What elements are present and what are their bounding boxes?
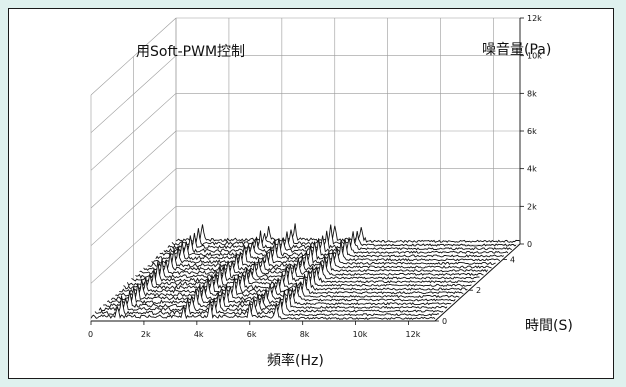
spectrum-slice <box>90 299 436 320</box>
chart-panel: 0 2k 4k 6k 8k 10k 12k 0 2k 4k 6k 8k 10k 12k 0 2 4 用Soft-… <box>8 8 614 379</box>
spectrum-slice <box>163 235 509 254</box>
y-tick-label: 4 <box>510 255 515 264</box>
x-tick-label: 12k <box>406 330 421 339</box>
spectrum-slice <box>131 260 476 284</box>
x-tick-label: 8k <box>300 330 310 339</box>
chart-axes: 0 2k 4k 6k 8k 10k 12k 0 2k 4k 6k 8k 10k 12k 0 2 4 <box>88 14 542 339</box>
y-axis-line <box>434 243 521 322</box>
z-tick-label: 10k <box>527 52 542 61</box>
spectrum-slice-fill <box>151 245 496 266</box>
z-tick-label: 2k <box>527 202 537 211</box>
z-tick-label: 8k <box>527 89 537 98</box>
chart-grid-walls <box>90 17 520 322</box>
spectrum-slice-fill <box>103 288 448 310</box>
spectrum-slice <box>143 251 488 273</box>
z-tick-label: 4k <box>527 165 537 174</box>
y-tick-label: 2 <box>476 286 481 295</box>
x-tick-label: 10k <box>353 330 368 339</box>
spectrum-slice <box>94 295 440 317</box>
spectrum-slice-fill <box>107 283 452 307</box>
spectrum-slice <box>119 273 464 295</box>
spectrum-slice-fill <box>176 223 520 244</box>
y-tick-label: 0 <box>442 317 447 326</box>
z-tick-label: 0 <box>527 240 532 249</box>
waterfall-chart: 0 2k 4k 6k 8k 10k 12k 0 2k 4k 6k 8k 10k 12k 0 2 4 <box>88 14 542 339</box>
z-tick-label: 12k <box>527 14 542 23</box>
z-tick-label: 6k <box>527 127 537 136</box>
spectrum-slice-fill <box>159 238 504 259</box>
spectrum-slice <box>98 289 444 313</box>
spectrum-slice <box>103 288 448 309</box>
spectrum-slice-fill <box>115 276 460 299</box>
y-axis-label: 時間(S) <box>525 318 573 334</box>
spectrum-slice <box>159 238 505 258</box>
z-axis-label: 噪音量(Pa) <box>482 42 552 58</box>
x-tick-label: 0 <box>88 330 93 339</box>
x-tick-label: 2k <box>141 330 151 339</box>
x-tick-label: 4k <box>194 330 204 339</box>
x-tick-label: 6k <box>247 330 257 339</box>
chart-title: 用Soft-PWM控制 <box>136 44 246 60</box>
x-axis-label: 頻率(Hz) <box>267 353 324 369</box>
chart-slices <box>90 223 521 321</box>
spectrum-slice <box>147 248 492 269</box>
spectrum-slice-fill <box>172 224 516 248</box>
spectrum-slice <box>175 223 521 244</box>
spectrum-slice <box>126 264 472 287</box>
